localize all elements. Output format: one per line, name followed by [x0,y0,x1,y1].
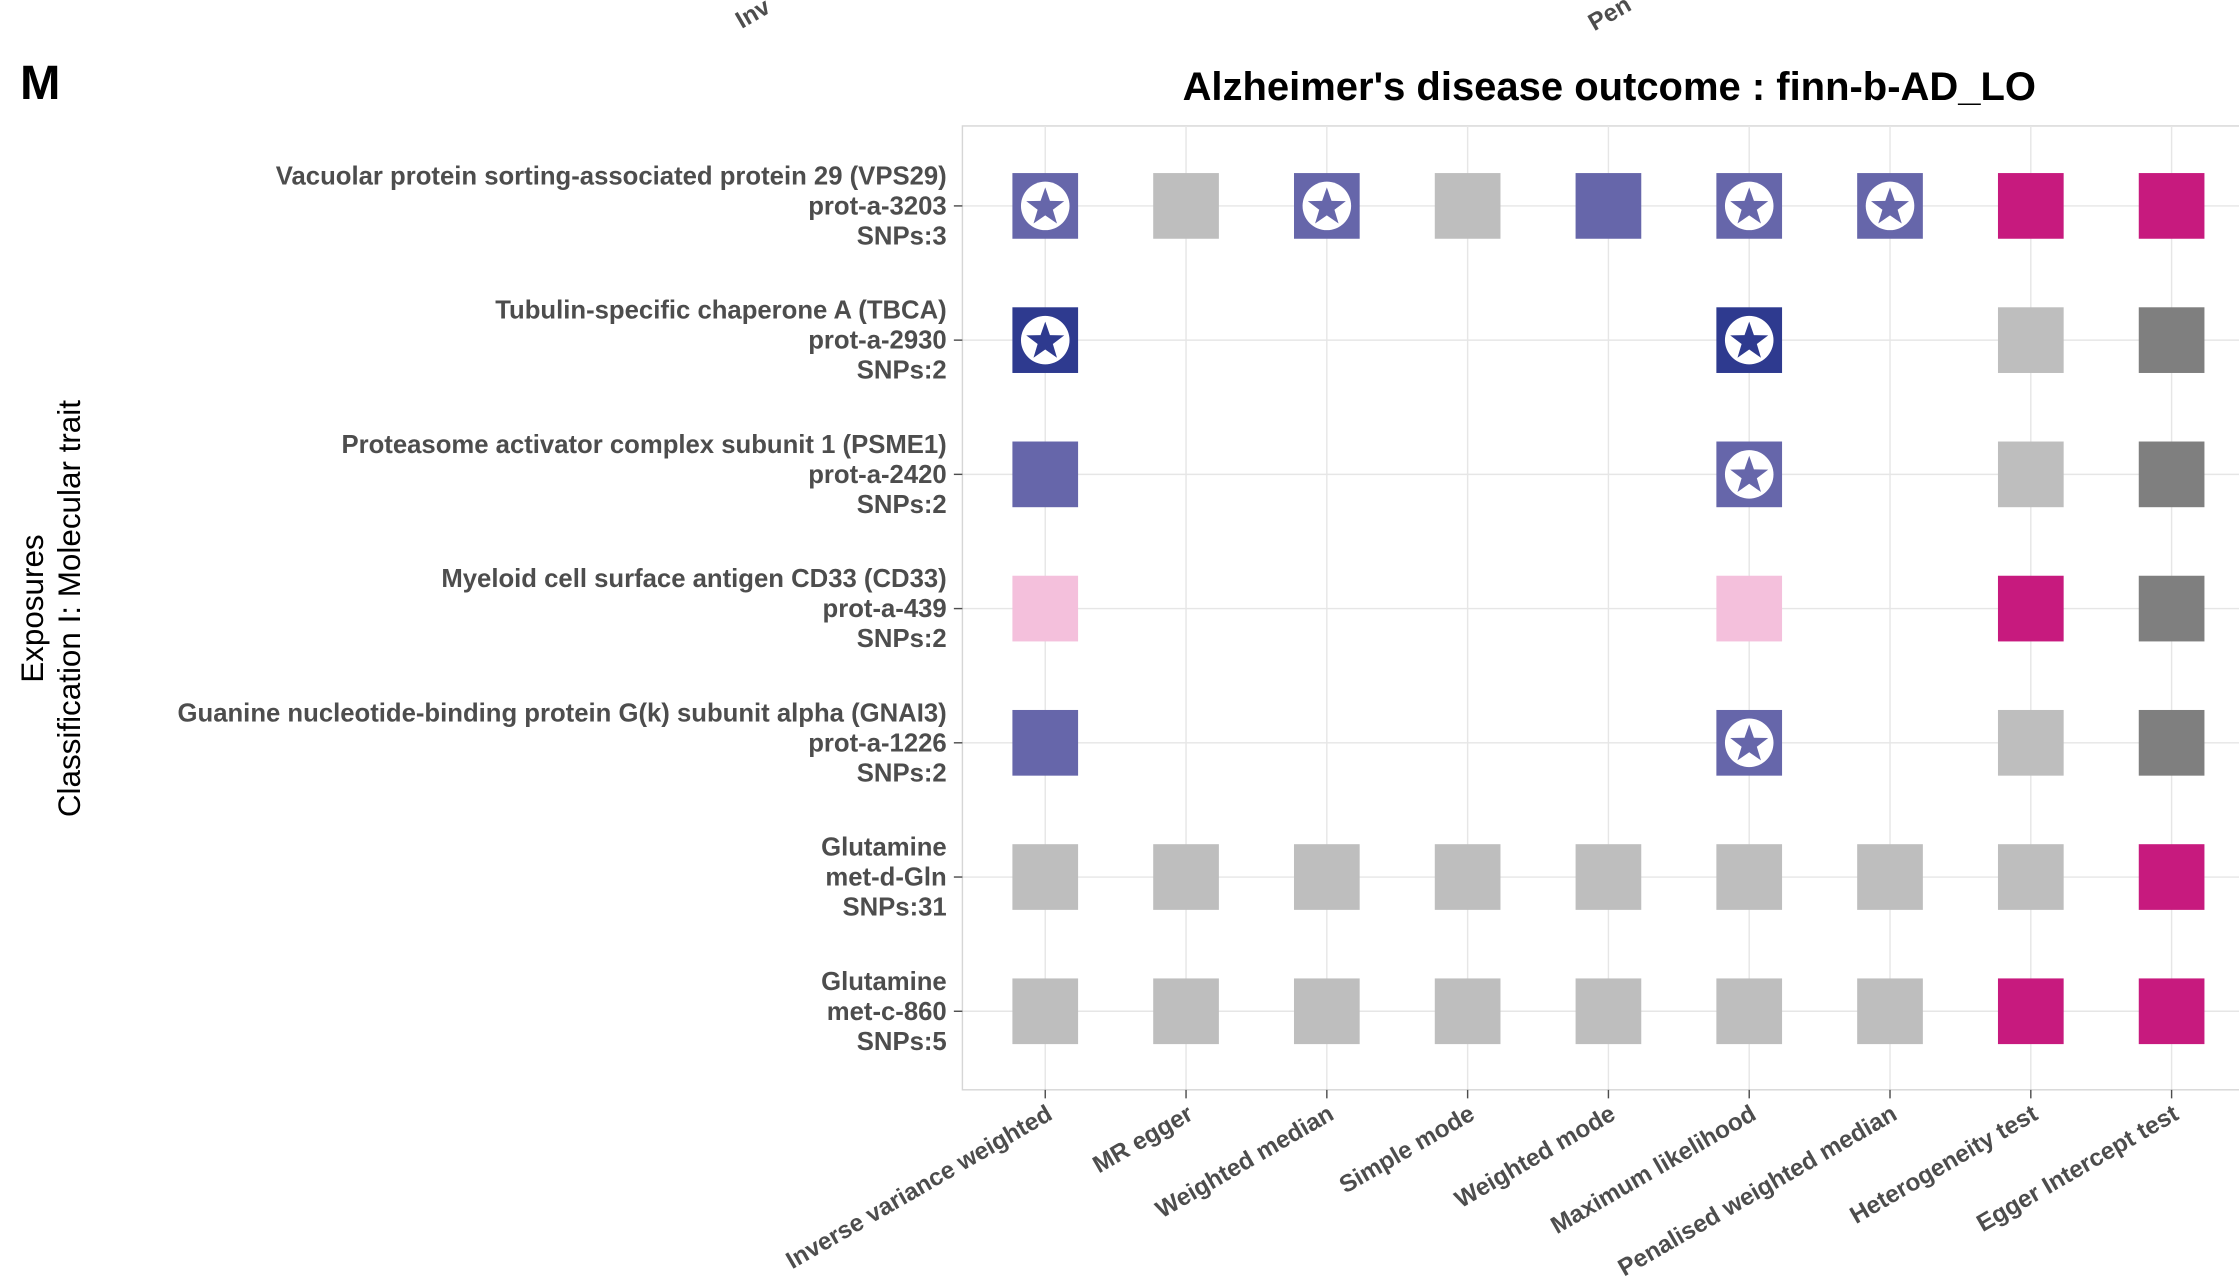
tile [2138,441,2205,508]
tile [1153,173,1219,239]
y-tick-label: Guanine nucleotide-binding protein G(k) … [178,699,947,727]
cells [1012,173,2205,1045]
star [1026,321,1065,358]
tile [2138,978,2205,1045]
tile [1434,173,1501,239]
tile [1575,978,1642,1045]
y-tick-label: met-d-Gln [825,864,946,892]
y-tick-label: SNPs:3 [857,222,947,250]
x-tick-label: Inverse variance weighted [782,1100,1057,1274]
tile [1434,978,1501,1045]
y-tick-label: Vacuolar protein sorting-associated prot… [276,162,947,190]
tile [1575,173,1642,239]
tile [1997,978,2064,1045]
y-tick-label: SNPs:5 [857,1028,947,1056]
tile [1716,978,1783,1045]
tile [1575,844,1642,910]
grid: Inverse variance weighted MR eggerWeighte… [178,125,2239,1280]
x-tick-label: MR egger [1088,1100,1198,1179]
y-tick-label: prot-a-439 [823,595,947,623]
tile [1153,978,1219,1045]
x-tick-label: Simple mode [1335,1100,1479,1199]
tile [1997,709,2064,776]
y-tick-label: SNPs:31 [842,894,946,922]
star [1307,187,1346,224]
tile [1997,173,2064,239]
y-tick-label: prot-a-2930 [808,327,946,355]
star [1730,455,1769,492]
tile [1857,844,1923,910]
tile [1716,575,1783,642]
tile [1997,575,2064,642]
tile [1997,844,2064,910]
star [1871,187,1910,224]
y-tick-label: prot-a-3203 [808,192,946,220]
tile [1857,978,1923,1045]
tile [1012,441,1079,508]
tile [1997,307,2064,373]
y-tick-label: prot-a-1226 [808,729,946,757]
star [1730,321,1769,358]
tile [1293,844,1360,910]
star [1730,187,1769,224]
panel-tag: M [20,56,60,110]
tile [1997,441,2064,508]
y-tick-label: Proteasome activator complex subunit 1 (… [341,431,946,459]
tile [2138,709,2205,776]
y-tick-label: prot-a-2420 [808,461,946,489]
y-tick-label: met-c-860 [827,998,947,1026]
tile [1293,978,1360,1045]
tile [2138,173,2205,239]
y-axis-title: Classification I: Molecular trait [52,400,87,817]
y-axis-title: Exposures [15,534,50,682]
tile [2138,307,2205,373]
y-tick-label: Glutamine [821,968,947,996]
x-tick-label: Penalised weighted median [1614,1100,1902,1280]
star [1730,724,1769,761]
cropped-label: Inv [731,0,775,34]
y-tick-label: SNPs:2 [857,625,947,653]
tile [1153,844,1219,910]
y-tick-label: Tubulin-specific chaperone A (TBCA) [495,297,946,325]
y-tick-label: SNPs:2 [857,759,947,787]
tile [2138,844,2205,910]
tile [1012,709,1079,776]
tile [1012,575,1079,642]
tile [1012,978,1079,1045]
star [1026,187,1065,224]
cropped-label: Pen [1584,0,1636,37]
y-tick-label: SNPs:2 [857,357,947,385]
y-tick-label: Myeloid cell surface antigen CD33 (CD33) [441,565,946,593]
y-tick-label: Glutamine [821,834,947,862]
tile [1434,844,1501,910]
y-tick-label: SNPs:2 [857,491,947,519]
tile [1012,844,1079,910]
tile [1716,844,1783,910]
tile [2138,575,2205,642]
chart-title: Alzheimer's disease outcome : finn-b-AD_… [1183,65,2036,109]
